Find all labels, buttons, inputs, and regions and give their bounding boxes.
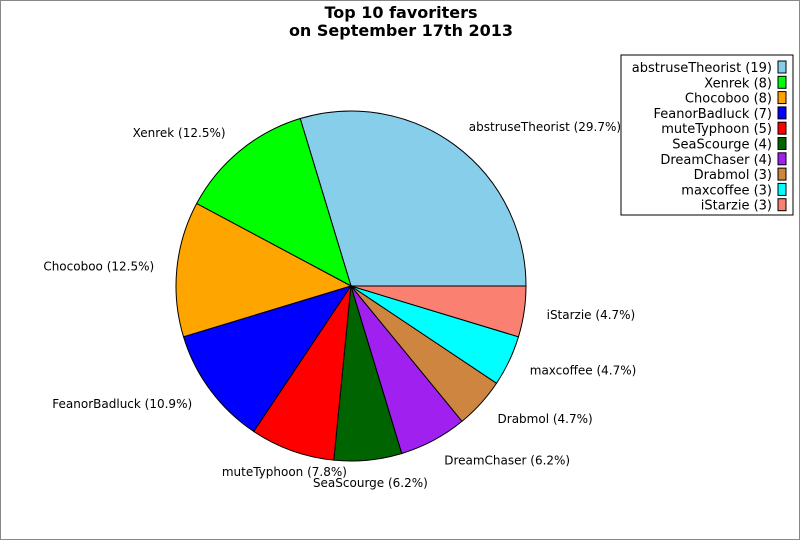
legend-entry: muteTyphoon (5) <box>661 122 772 137</box>
legend-swatch <box>777 182 787 196</box>
chart-title-line-1: Top 10 favoriters <box>324 3 477 22</box>
slice-label: Chocoboo (12.5%) <box>43 260 154 274</box>
legend-entry: Drabmol (3) <box>694 168 772 183</box>
legend-entry: SeaScourge (4) <box>672 138 772 153</box>
slice-label: Xenrek (12.5%) <box>133 126 226 140</box>
legend-swatch <box>777 91 787 105</box>
legend-swatch <box>777 106 787 120</box>
legend-entry: abstruseTheorist (19) <box>632 61 772 76</box>
pie-slice-Chocoboo <box>175 202 353 338</box>
legend-entry: maxcoffee (3) <box>681 183 772 198</box>
legend <box>620 54 794 216</box>
pie-slice-abstruseTheorist <box>299 110 527 287</box>
legend-swatch <box>777 60 787 74</box>
legend-entry: iStarzie (3) <box>701 199 772 214</box>
slice-label: iStarzie (4.7%) <box>547 308 636 322</box>
slice-label: maxcoffee (4.7%) <box>530 364 637 378</box>
legend-swatch <box>777 75 787 89</box>
legend-entry: DreamChaser (4) <box>660 153 772 168</box>
legend-swatch <box>777 198 787 212</box>
slice-label: Drabmol (4.7%) <box>498 412 593 426</box>
slice-label: muteTyphoon (7.8%) <box>222 465 347 479</box>
legend-entry: Chocoboo (8) <box>685 92 772 107</box>
slice-label: SeaScourge (6.2%) <box>313 476 428 490</box>
slice-label: abstruseTheorist (29.7%) <box>469 120 621 134</box>
pie-slice-FeanorBadluck <box>182 285 353 433</box>
pie-slice-Xenrek <box>195 117 352 288</box>
slice-label: FeanorBadluck (10.9%) <box>52 397 192 411</box>
legend-swatch <box>777 137 787 150</box>
legend-swatch <box>777 152 787 166</box>
slice-label: DreamChaser (6.2%) <box>444 453 570 467</box>
legend-swatch <box>777 121 787 135</box>
pie-slice-iStarzie <box>350 285 527 338</box>
legend-entry: Xenrek (8) <box>704 76 772 91</box>
chart-title-line-2: on September 17th 2013 <box>289 21 513 40</box>
legend-entry: FeanorBadluck (7) <box>654 107 772 122</box>
legend-swatch <box>777 167 787 181</box>
